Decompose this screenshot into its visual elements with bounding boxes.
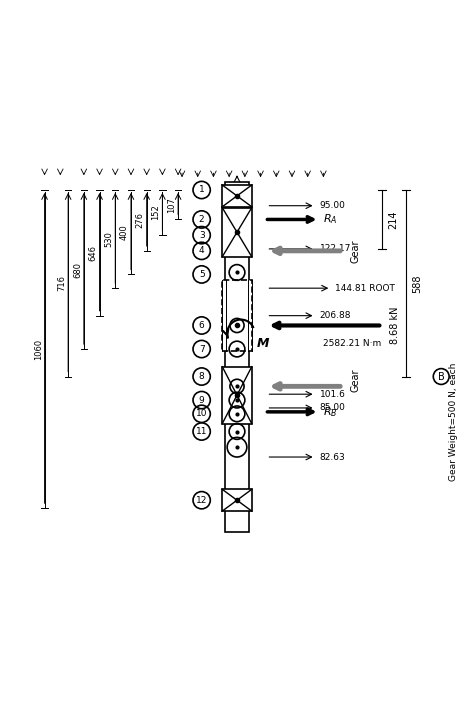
Text: 152: 152 [151, 205, 160, 220]
Bar [222, 185, 252, 207]
Text: 8: 8 [199, 372, 205, 381]
Text: 646: 646 [89, 245, 98, 261]
Text: 101.6: 101.6 [319, 390, 346, 399]
Text: 9: 9 [199, 396, 205, 404]
Text: 716: 716 [57, 275, 66, 291]
Bar [222, 489, 252, 511]
Text: 1060: 1060 [34, 338, 43, 359]
Text: Gear: Gear [351, 369, 361, 392]
Bar [225, 182, 249, 531]
Text: 85.00: 85.00 [319, 404, 346, 413]
Text: 11: 11 [196, 427, 208, 436]
Text: 8.68 kN: 8.68 kN [390, 307, 400, 344]
Text: 206.88: 206.88 [319, 311, 351, 320]
Text: 82.63: 82.63 [319, 453, 345, 461]
Text: M: M [256, 337, 269, 350]
Text: 276: 276 [136, 213, 145, 228]
Text: 107: 107 [167, 197, 176, 213]
Text: 3: 3 [199, 231, 205, 239]
Text: Gear Weight=500 N, each: Gear Weight=500 N, each [449, 362, 458, 481]
Text: 122.17: 122.17 [319, 244, 351, 253]
Text: 144.81 ROOT: 144.81 ROOT [335, 284, 395, 293]
Bar [222, 208, 252, 257]
Text: 2582.21 N·m: 2582.21 N·m [323, 338, 382, 347]
Text: 95.00: 95.00 [319, 201, 346, 210]
Text: $R_A$: $R_A$ [323, 213, 338, 226]
Bar [222, 366, 252, 423]
Text: 12: 12 [196, 496, 207, 505]
Text: 10: 10 [196, 409, 208, 418]
Text: $R_B$: $R_B$ [323, 405, 338, 419]
Text: 1: 1 [199, 185, 205, 194]
Text: 2: 2 [199, 215, 204, 224]
Text: 5: 5 [199, 270, 205, 279]
Text: 214: 214 [388, 210, 398, 229]
Bar [222, 280, 252, 351]
Text: Gear: Gear [351, 239, 361, 263]
Text: 680: 680 [73, 262, 82, 277]
Text: B: B [438, 371, 445, 381]
Text: 588: 588 [412, 274, 422, 293]
Text: 4: 4 [199, 246, 204, 256]
Text: 400: 400 [120, 225, 129, 240]
Text: 7: 7 [199, 345, 205, 354]
Text: 6: 6 [199, 321, 205, 330]
Text: 530: 530 [104, 231, 113, 247]
